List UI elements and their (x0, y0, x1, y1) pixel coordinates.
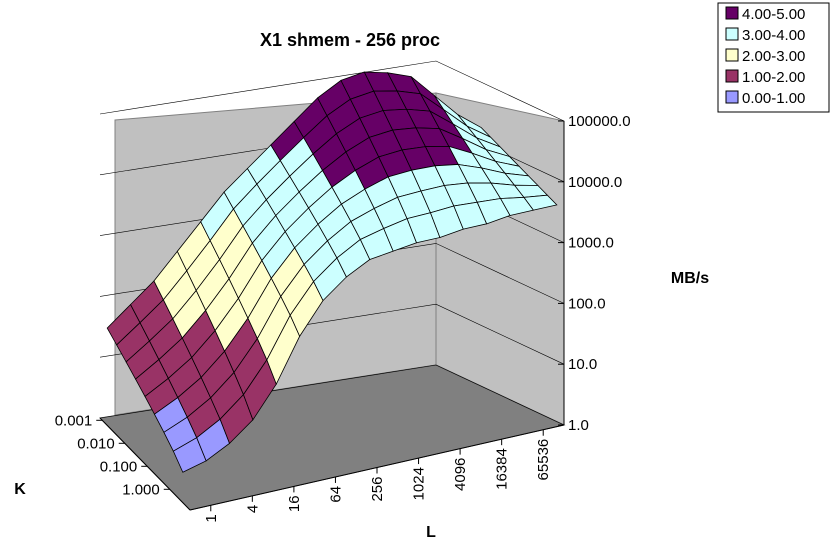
x-tick-label: 16 (286, 495, 303, 512)
x-tick-label: 1 (203, 514, 220, 522)
x-axis-ticks: 1 4 16 64 256 1024 4096 16384 65536 (203, 429, 552, 523)
legend-label: 3.00-4.00 (742, 27, 805, 44)
legend-label: 1.00-2.00 (742, 69, 805, 86)
y-axis-line (99, 417, 191, 511)
y-axis-title: K (14, 481, 26, 498)
x-axis-title: L (426, 524, 436, 541)
x-tick-label: 4096 (452, 458, 469, 491)
x-tick-label: 256 (369, 477, 386, 502)
z-tick-label: 10.0 (568, 356, 597, 373)
z-axis-title: MB/s (671, 270, 709, 287)
legend-label: 0.00-1.00 (742, 90, 805, 107)
chart-title: X1 shmem - 256 proc (260, 30, 440, 50)
y-tick-label: 0.100 (100, 458, 138, 475)
legend-swatch (725, 48, 739, 62)
legend-swatch (725, 90, 739, 104)
z-tick-label: 100.0 (568, 295, 606, 312)
surface-mesh (106, 71, 558, 473)
z-tick-label: 1.0 (568, 417, 589, 434)
legend-swatch (725, 69, 739, 83)
legend-label: 2.00-3.00 (742, 48, 805, 65)
z-gridline (99, 60, 565, 122)
y-axis-ticks: 0.001 0.010 0.100 1.000 (55, 412, 170, 498)
y-tick-label: 0.010 (77, 435, 115, 452)
z-axis-ticks: 1.0 10.0 100.0 1000.0 10000.0 100000.0 (558, 113, 631, 434)
legend-swatch (725, 27, 739, 41)
x-tick-label: 1024 (411, 467, 428, 500)
surface-cell (523, 194, 558, 211)
y-tick-label: 1.000 (122, 481, 160, 498)
legend: 4.00-5.00 3.00-4.00 2.00-3.00 1.00-2.00 0.00… (717, 2, 830, 113)
x-tick-label: 64 (327, 486, 344, 503)
x-tick-label: 65536 (535, 439, 552, 481)
z-tick-label: 10000.0 (568, 174, 622, 191)
x-tick-label: 4 (244, 505, 261, 513)
x-tick-label: 16384 (494, 448, 511, 490)
legend-label: 4.00-5.00 (742, 6, 805, 23)
legend-swatch (725, 6, 739, 20)
z-tick-label: 100000.0 (568, 113, 631, 130)
z-tick-label: 1000.0 (568, 235, 614, 252)
y-tick-label: 0.001 (55, 412, 93, 429)
